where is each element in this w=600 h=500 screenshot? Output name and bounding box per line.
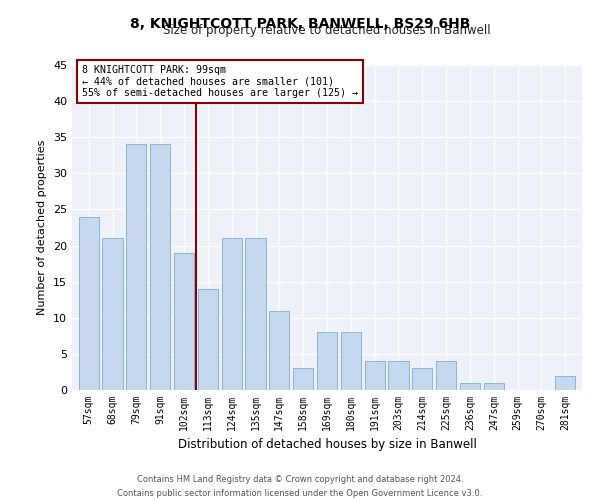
Text: 8, KNIGHTCOTT PARK, BANWELL, BS29 6HB: 8, KNIGHTCOTT PARK, BANWELL, BS29 6HB xyxy=(130,18,470,32)
Bar xyxy=(436,361,456,390)
Bar xyxy=(388,361,409,390)
Bar xyxy=(365,361,385,390)
Bar xyxy=(245,238,266,390)
Bar xyxy=(484,383,504,390)
Bar xyxy=(341,332,361,390)
Bar xyxy=(79,216,99,390)
Bar xyxy=(221,238,242,390)
Bar xyxy=(150,144,170,390)
X-axis label: Distribution of detached houses by size in Banwell: Distribution of detached houses by size … xyxy=(178,438,476,452)
Bar xyxy=(126,144,146,390)
Bar xyxy=(555,376,575,390)
Bar xyxy=(198,289,218,390)
Bar xyxy=(103,238,122,390)
Y-axis label: Number of detached properties: Number of detached properties xyxy=(37,140,47,315)
Bar xyxy=(460,383,480,390)
Bar xyxy=(293,368,313,390)
Text: Contains HM Land Registry data © Crown copyright and database right 2024.
Contai: Contains HM Land Registry data © Crown c… xyxy=(118,476,482,498)
Bar xyxy=(269,310,289,390)
Bar xyxy=(412,368,433,390)
Text: 8 KNIGHTCOTT PARK: 99sqm
← 44% of detached houses are smaller (101)
55% of semi-: 8 KNIGHTCOTT PARK: 99sqm ← 44% of detach… xyxy=(82,65,358,98)
Bar xyxy=(174,253,194,390)
Title: Size of property relative to detached houses in Banwell: Size of property relative to detached ho… xyxy=(163,24,491,38)
Bar xyxy=(317,332,337,390)
